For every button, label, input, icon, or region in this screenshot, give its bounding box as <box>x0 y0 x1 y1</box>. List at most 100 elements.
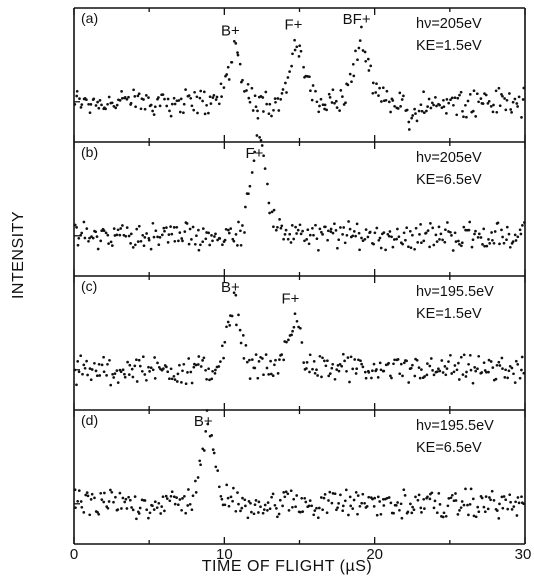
data-point <box>208 378 211 382</box>
data-point <box>502 241 506 245</box>
data-point <box>387 361 390 365</box>
data-point <box>483 510 487 514</box>
data-point <box>235 323 238 327</box>
data-point <box>226 228 230 232</box>
data-point <box>467 513 470 517</box>
data-point <box>87 239 90 243</box>
data-point <box>119 370 123 374</box>
data-point <box>495 110 499 114</box>
data-point <box>339 493 342 497</box>
data-point <box>199 463 202 467</box>
data-point <box>172 495 176 499</box>
data-point <box>363 501 366 505</box>
data-point <box>483 244 486 248</box>
data-point <box>238 328 242 332</box>
data-point <box>516 496 520 499</box>
data-point <box>247 192 250 196</box>
data-point <box>230 314 234 318</box>
data-point <box>216 238 219 242</box>
data-point <box>142 244 146 248</box>
data-point <box>480 371 484 374</box>
data-point <box>245 89 248 92</box>
data-point <box>308 353 312 357</box>
data-point <box>106 233 110 237</box>
data-point <box>255 134 259 137</box>
data-point <box>317 506 321 510</box>
data-point <box>321 356 324 360</box>
data-point <box>232 486 235 490</box>
data-point <box>408 229 412 233</box>
data-point <box>239 229 242 233</box>
data-point <box>114 495 117 499</box>
data-point <box>474 115 478 118</box>
data-point <box>256 376 260 380</box>
data-point <box>239 243 243 247</box>
data-point <box>93 496 96 500</box>
data-point <box>105 374 108 377</box>
data-point <box>89 378 93 382</box>
data-point <box>85 491 89 494</box>
data-point <box>432 373 436 377</box>
data-point <box>486 102 490 105</box>
data-point <box>151 221 155 225</box>
data-point <box>215 95 219 99</box>
data-point <box>283 233 287 236</box>
data-point <box>401 242 404 246</box>
data-point <box>457 239 460 243</box>
data-point <box>367 371 371 374</box>
data-point <box>189 96 193 100</box>
data-point <box>363 370 367 374</box>
data-point <box>129 242 132 245</box>
data-point <box>292 497 296 501</box>
data-point <box>335 368 339 371</box>
data-point <box>391 245 395 249</box>
data-point <box>295 232 298 235</box>
data-point <box>413 374 417 378</box>
data-point <box>96 247 100 251</box>
data-point <box>434 233 438 237</box>
data-point <box>133 364 137 368</box>
data-point <box>440 106 444 110</box>
data-point <box>389 501 393 505</box>
data-point <box>107 500 111 503</box>
data-point <box>129 232 133 236</box>
data-point <box>229 495 233 499</box>
data-point <box>464 487 467 491</box>
data-point <box>336 364 340 367</box>
data-point <box>301 229 304 233</box>
data-point <box>162 367 165 370</box>
data-point <box>76 243 80 247</box>
data-point <box>99 239 103 243</box>
data-point <box>444 228 447 232</box>
x-tick-label: 20 <box>366 546 383 563</box>
data-point <box>109 488 112 492</box>
data-point <box>121 368 125 372</box>
data-point <box>329 227 333 231</box>
data-point <box>352 74 356 78</box>
data-point <box>327 374 331 378</box>
panel-condition-text: hν=195.5eV <box>416 284 494 300</box>
data-point <box>275 507 278 510</box>
data-point <box>413 107 416 111</box>
data-point <box>240 506 244 510</box>
data-point <box>500 495 504 499</box>
data-point <box>188 227 192 231</box>
data-point <box>307 242 311 246</box>
data-point <box>111 372 114 376</box>
data-point <box>168 499 172 503</box>
data-point <box>454 499 458 502</box>
data-point <box>182 102 186 106</box>
data-point <box>118 491 122 495</box>
data-point <box>166 241 170 244</box>
data-point <box>348 380 351 384</box>
data-point <box>496 221 500 225</box>
data-point <box>334 99 338 103</box>
data-point <box>232 39 236 43</box>
peak-label: BF+ <box>343 11 371 28</box>
peak-label: B+ <box>221 279 240 296</box>
data-point <box>504 368 507 372</box>
data-point <box>127 95 130 99</box>
data-point <box>370 376 373 380</box>
data-point <box>381 497 385 501</box>
data-point <box>110 101 114 105</box>
